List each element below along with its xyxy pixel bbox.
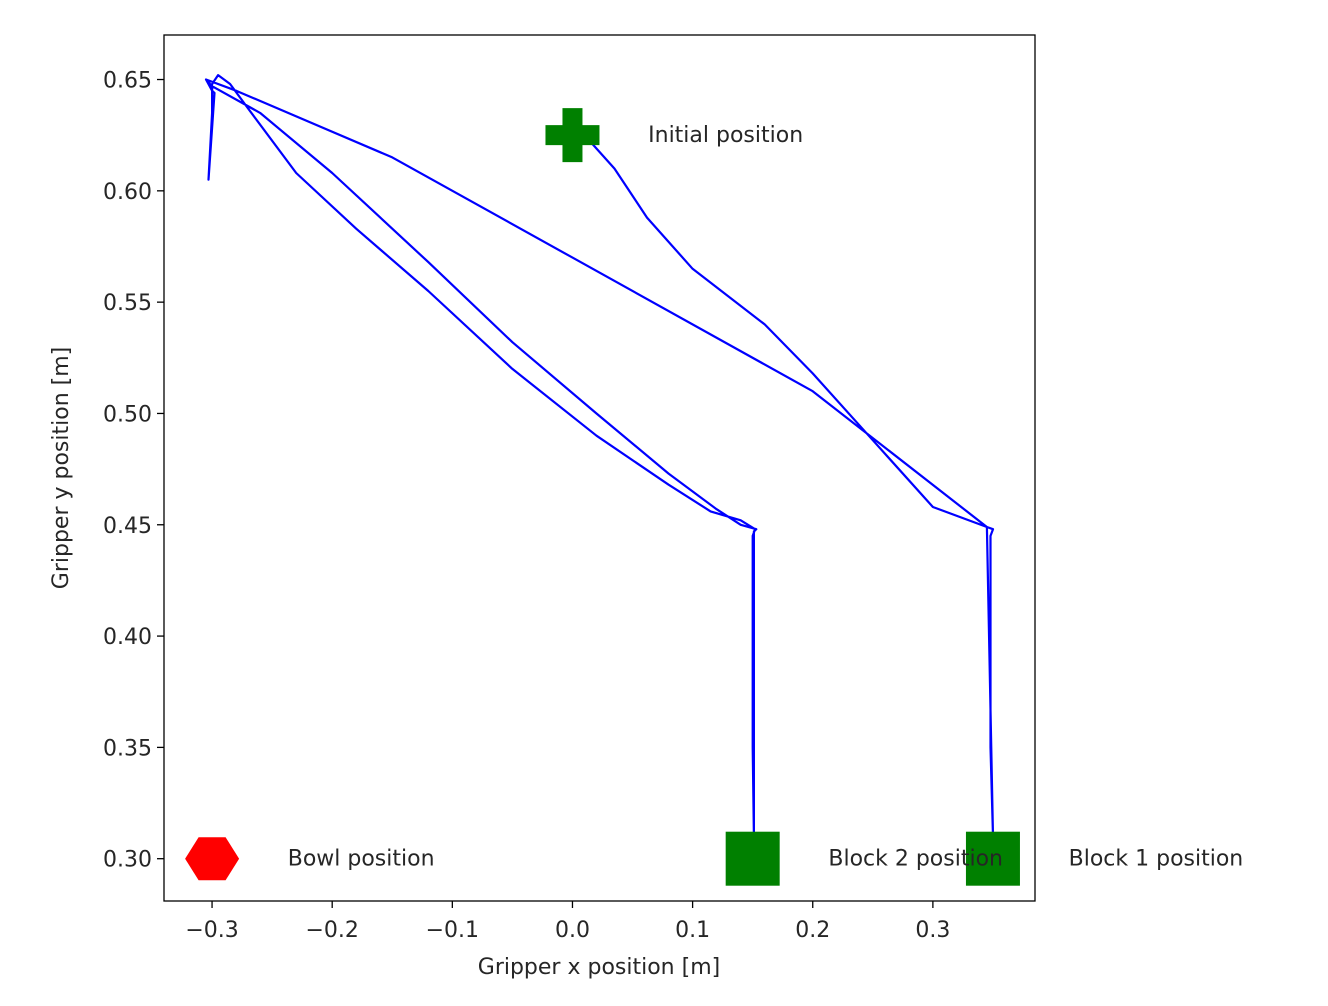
y-tick-label: 0.55 [103, 291, 152, 316]
x-tick-label: 0.2 [795, 918, 830, 943]
marker-label: Block 2 position [828, 847, 1003, 872]
marker-hexagon [185, 837, 240, 881]
x-tick-label: 0.1 [675, 918, 710, 943]
x-tick-label: −0.3 [185, 918, 238, 943]
plot-area [185, 74, 1020, 886]
x-tick-label: −0.2 [305, 918, 358, 943]
y-tick-label: 0.35 [103, 736, 152, 761]
y-tick-label: 0.30 [103, 848, 152, 873]
y-axis-label: Gripper y position [m] [49, 347, 74, 589]
x-tick-label: −0.1 [426, 918, 479, 943]
y-tick-label: 0.50 [103, 402, 152, 427]
marker-label: Bowl position [288, 847, 435, 872]
x-tick-label: 0.0 [555, 918, 590, 943]
x-axis-label: Gripper x position [m] [478, 955, 720, 980]
x-tick-label: 0.3 [915, 918, 950, 943]
marker-label: Block 1 position [1069, 847, 1244, 872]
y-tick-label: 0.40 [103, 625, 152, 650]
marker-square [725, 831, 780, 886]
y-tick-label: 0.60 [103, 180, 152, 205]
marker-labels: Initial position Block 1 position Block 2 … [288, 123, 1244, 872]
marker-plus [545, 108, 600, 163]
x-axis: −0.3 −0.2 −0.1 0.0 0.1 0.2 0.3 [185, 901, 950, 943]
marker-square [965, 831, 1020, 886]
y-axis: 0.30 0.35 0.40 0.45 0.50 0.55 0.60 0.65 [103, 69, 164, 873]
y-tick-label: 0.65 [103, 69, 152, 94]
marker-label: Initial position [648, 123, 803, 148]
trajectory-line [204, 74, 995, 838]
y-tick-label: 0.45 [103, 514, 152, 539]
axes-frame [163, 34, 1036, 902]
